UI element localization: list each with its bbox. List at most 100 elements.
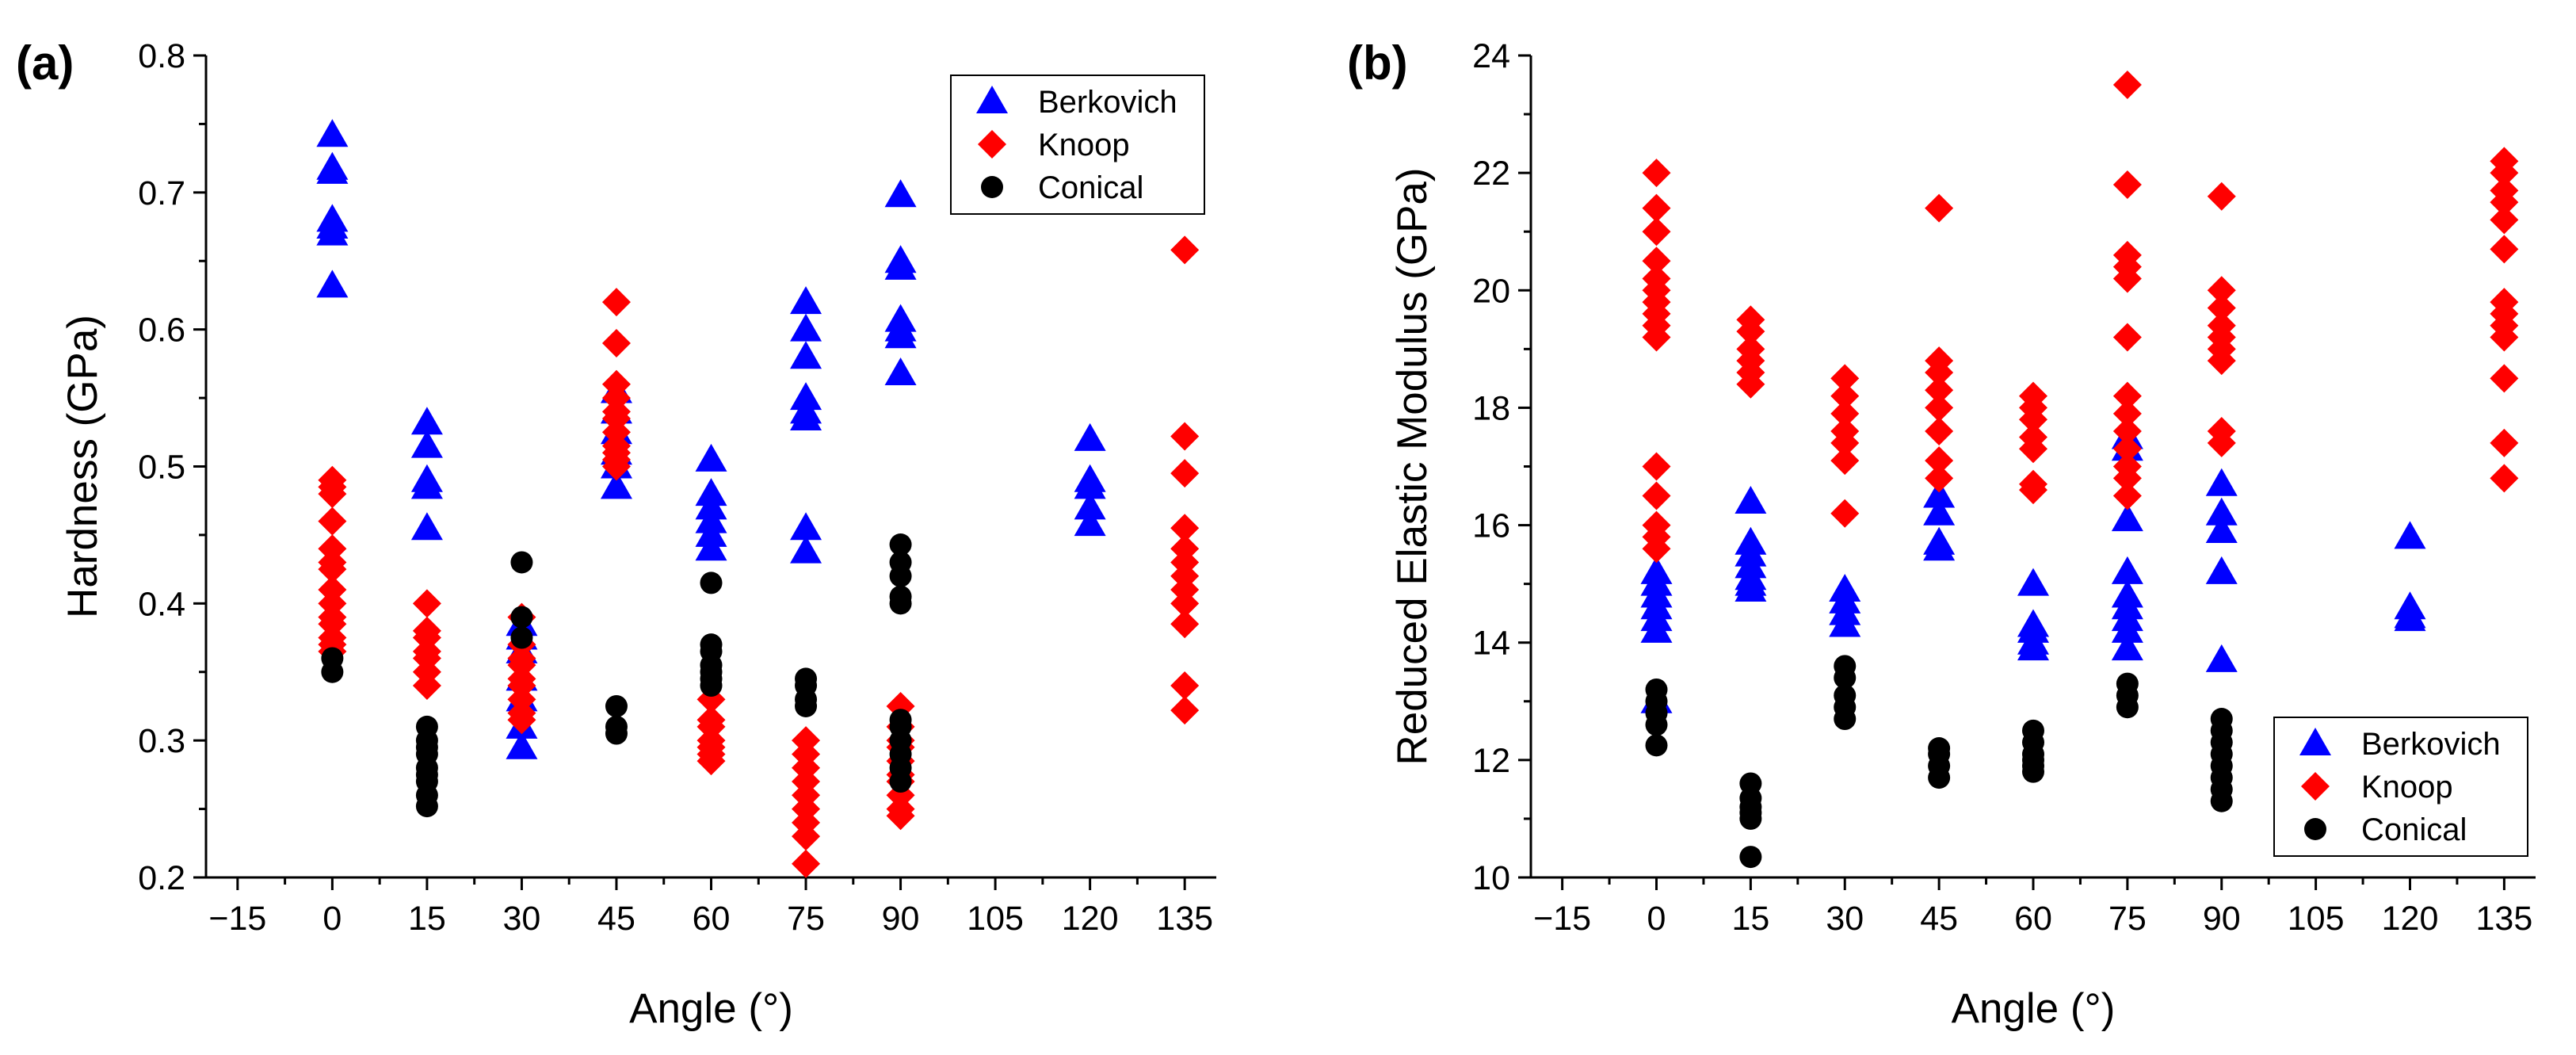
panel-b-modulus-chart: (b) −15 0 15 30 45 60 75 90 105 120 135 10 12 14 16 18 20… [1347,36,2536,1032]
knoop-point [1925,464,1954,493]
knoop-point [2207,182,2236,211]
berkovich-point [2111,614,2143,643]
knoop-point [1830,446,1860,476]
berkovich-point [1829,609,1861,637]
legend: Berkovich Knoop Conical [950,75,1205,215]
knoop-point [2112,323,2142,352]
berkovich-point [1923,497,1956,526]
knoop-point [1642,323,1671,352]
berkovich-point [2205,497,2238,526]
legend-berkovich-marker [2299,728,2331,755]
y-tick-label: 10 [1472,859,1510,897]
knoop-point [2112,264,2142,293]
knoop-point [1925,417,1954,446]
berkovich-point [2205,644,2238,672]
legend-knoop-marker [2301,772,2330,801]
knoop-point [2112,417,2142,446]
panel-label: (a) [16,36,74,90]
series-conical [1645,655,2233,869]
x-axis-title: Angle (°) [1952,985,2116,1032]
conical-point [889,770,912,793]
knoop-point [1830,428,1860,457]
berkovich-point [2205,514,2238,543]
berkovich-point [410,471,443,499]
x-tick-label: −15 [1533,900,1591,938]
legend-berkovich-label: Berkovich [2361,727,2501,762]
berkovich-point [316,155,349,184]
knoop-point [1736,369,1765,399]
y-tick-label: 14 [1472,625,1510,663]
knoop-point [2207,276,2236,305]
x-tick-label: 75 [2109,900,2147,938]
knoop-point [412,671,441,701]
knoop-point [2490,364,2519,393]
legend-berkovich-marker [976,86,1008,113]
y-axis-title: Reduced Elastic Modulus (GPa) [1389,167,1436,765]
berkovich-point [410,407,443,435]
conical-point [1834,708,1857,731]
conical-point [2210,789,2233,812]
knoop-point [1925,376,1954,405]
berkovich-point [316,119,349,147]
conical-point [415,795,438,818]
knoop-point [2490,188,2519,217]
knoop-point [2019,434,2047,464]
knoop-point [1830,381,1860,411]
knoop-point [1642,217,1671,247]
knoop-point [1642,452,1671,481]
conical-point [795,694,818,717]
knoop-point [2490,323,2519,352]
knoop-point [1170,422,1200,451]
y-tick-label: 0.5 [138,449,185,487]
series-conical [321,533,912,818]
y-tick-label: 20 [1472,272,1510,310]
x-tick-label: 30 [503,900,541,938]
y-tick-label: 0.8 [138,37,185,75]
x-tick-label: 15 [408,900,446,938]
x-tick-label: 120 [2382,900,2439,938]
legend-knoop-label: Knoop [1038,128,1130,162]
berkovich-point [2205,468,2238,496]
x-tick-label: 90 [2203,900,2241,938]
knoop-point [2112,399,2142,428]
knoop-point [1736,317,1765,346]
berkovich-point [790,403,822,431]
knoop-point [2490,205,2519,235]
knoop-point [2019,476,2047,505]
knoop-point [1830,499,1860,528]
x-tick-label: 75 [787,900,825,938]
series-knoop [318,235,1200,878]
knoop-point [2490,428,2519,457]
y-tick-label: 22 [1472,155,1510,193]
knoop-point [601,328,631,357]
conical-point [1739,807,1762,830]
conical-point [889,592,912,615]
y-tick-label: 12 [1472,742,1510,780]
knoop-point [2112,170,2142,199]
berkovich-point [884,357,917,385]
knoop-point [318,506,347,536]
y-tick-label: 0.7 [138,174,185,212]
knoop-point [318,555,347,584]
knoop-point [1830,364,1860,393]
conical-point [510,626,533,649]
x-tick-label: 15 [1731,900,1769,938]
legend: Berkovich Knoop Conical [2273,717,2528,857]
knoop-point [886,801,915,831]
legend-conical-label: Conical [2361,812,2467,847]
berkovich-point [790,313,822,342]
y-tick-label: 16 [1472,507,1510,545]
knoop-point [1642,247,1671,276]
berkovich-point [600,471,632,499]
knoop-point [601,452,631,481]
berkovich-point [410,512,443,541]
berkovich-point [2017,568,2049,596]
conical-point [1645,734,1668,757]
knoop-point [792,849,821,878]
knoop-point [601,288,631,317]
conical-point [700,571,723,594]
knoop-point [2112,381,2142,411]
panel-label: (b) [1347,36,1408,90]
conical-point [700,675,723,698]
